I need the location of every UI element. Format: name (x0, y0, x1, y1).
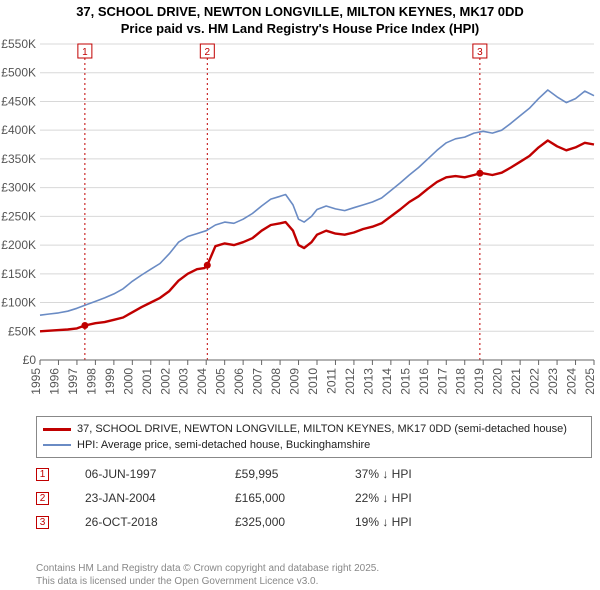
footer: Contains HM Land Registry data © Crown c… (36, 562, 379, 588)
x-tick-label: 2007 (251, 367, 265, 394)
y-tick-label: £500K (1, 66, 36, 80)
y-tick-label: £550K (1, 38, 36, 51)
sale-diff: 22% ↓ HPI (355, 491, 475, 505)
footer-line-2: This data is licensed under the Open Gov… (36, 575, 379, 588)
x-tick-label: 1999 (103, 367, 117, 394)
sales-table: 1 06-JUN-1997£59,99537% ↓ HPI 2 23-JAN-2004… (36, 462, 592, 534)
sale-row-marker: 1 (36, 468, 49, 481)
x-tick-label: 2013 (361, 367, 375, 394)
sale-row-marker: 3 (36, 516, 49, 529)
sale-diff: 37% ↓ HPI (355, 467, 475, 481)
y-tick-label: £50K (8, 324, 36, 338)
sale-dot (204, 261, 211, 268)
x-tick-label: 2015 (398, 367, 412, 394)
x-tick-label: 1997 (66, 367, 80, 394)
sale-date: 26-OCT-2018 (85, 515, 235, 529)
x-tick-label: 2005 (214, 367, 228, 394)
x-tick-label: 2019 (472, 367, 486, 394)
x-tick-label: 1998 (84, 367, 98, 394)
x-tick-label: 2021 (509, 367, 523, 394)
legend: 37, SCHOOL DRIVE, NEWTON LONGVILLE, MILT… (36, 416, 592, 458)
sale-date: 23-JAN-2004 (85, 491, 235, 505)
title-block: 37, SCHOOL DRIVE, NEWTON LONGVILLE, MILT… (0, 0, 600, 38)
x-tick-label: 2010 (306, 367, 320, 394)
footer-line-1: Contains HM Land Registry data © Crown c… (36, 562, 379, 575)
x-tick-label: 1995 (29, 367, 43, 394)
sale-diff: 19% ↓ HPI (355, 515, 475, 529)
x-tick-label: 2017 (435, 367, 449, 394)
x-tick-label: 2006 (232, 367, 246, 394)
x-tick-label: 2025 (583, 367, 597, 394)
legend-label: 37, SCHOOL DRIVE, NEWTON LONGVILLE, MILT… (77, 423, 567, 435)
x-tick-label: 2003 (177, 367, 191, 394)
x-tick-label: 2012 (343, 367, 357, 394)
sale-marker-num: 3 (477, 47, 483, 58)
x-tick-label: 2000 (121, 367, 135, 394)
legend-row: 37, SCHOOL DRIVE, NEWTON LONGVILLE, MILT… (43, 421, 585, 437)
y-tick-label: £450K (1, 94, 36, 108)
chart-container: 37, SCHOOL DRIVE, NEWTON LONGVILLE, MILT… (0, 0, 600, 590)
x-tick-label: 2020 (491, 367, 505, 394)
x-tick-label: 2018 (454, 367, 468, 394)
sale-dot (81, 322, 88, 329)
sale-row-marker: 2 (36, 492, 49, 505)
y-tick-label: £250K (1, 209, 36, 223)
legend-row: HPI: Average price, semi-detached house,… (43, 437, 585, 453)
y-tick-label: £0 (23, 353, 37, 367)
sale-row: 2 23-JAN-2004£165,00022% ↓ HPI (36, 486, 592, 510)
x-tick-label: 2002 (158, 367, 172, 394)
x-tick-label: 2008 (269, 367, 283, 394)
x-tick-label: 2009 (288, 367, 302, 394)
legend-swatch (43, 444, 71, 446)
x-tick-label: 2011 (324, 367, 338, 393)
sale-price: £59,995 (235, 467, 355, 481)
y-tick-label: £200K (1, 238, 36, 252)
sale-marker-num: 1 (82, 47, 88, 58)
legend-label: HPI: Average price, semi-detached house,… (77, 439, 370, 451)
x-tick-label: 2016 (417, 367, 431, 394)
sale-row: 3 26-OCT-2018£325,00019% ↓ HPI (36, 510, 592, 534)
chart-area: 1 2 3 £0 £50K £100K £150K £200K £250K £300K £350K… (0, 38, 600, 410)
x-tick-label: 2014 (380, 367, 394, 394)
chart-svg: 1 2 3 £0 £50K £100K £150K £200K £250K £300K £350K… (0, 38, 600, 410)
x-tick-label: 2001 (140, 367, 154, 394)
y-tick-label: £150K (1, 267, 36, 281)
x-tick-label: 2004 (195, 367, 209, 394)
sale-row: 1 06-JUN-1997£59,99537% ↓ HPI (36, 462, 592, 486)
y-tick-label: £100K (1, 295, 36, 309)
y-tick-label: £300K (1, 180, 36, 194)
sale-dot (476, 170, 483, 177)
sale-date: 06-JUN-1997 (85, 467, 235, 481)
sale-price: £165,000 (235, 491, 355, 505)
legend-swatch (43, 428, 71, 431)
sale-marker-num: 2 (205, 47, 211, 58)
x-tick-label: 2022 (528, 367, 542, 394)
title-line-2: Price paid vs. HM Land Registry's House … (0, 21, 600, 38)
x-tick-label: 2024 (565, 367, 579, 394)
x-tick-label: 2023 (546, 367, 560, 394)
y-tick-label: £350K (1, 152, 36, 166)
title-line-1: 37, SCHOOL DRIVE, NEWTON LONGVILLE, MILT… (0, 4, 600, 21)
y-tick-label: £400K (1, 123, 36, 137)
series-line (40, 90, 594, 315)
x-tick-label: 1996 (47, 367, 61, 394)
sale-price: £325,000 (235, 515, 355, 529)
